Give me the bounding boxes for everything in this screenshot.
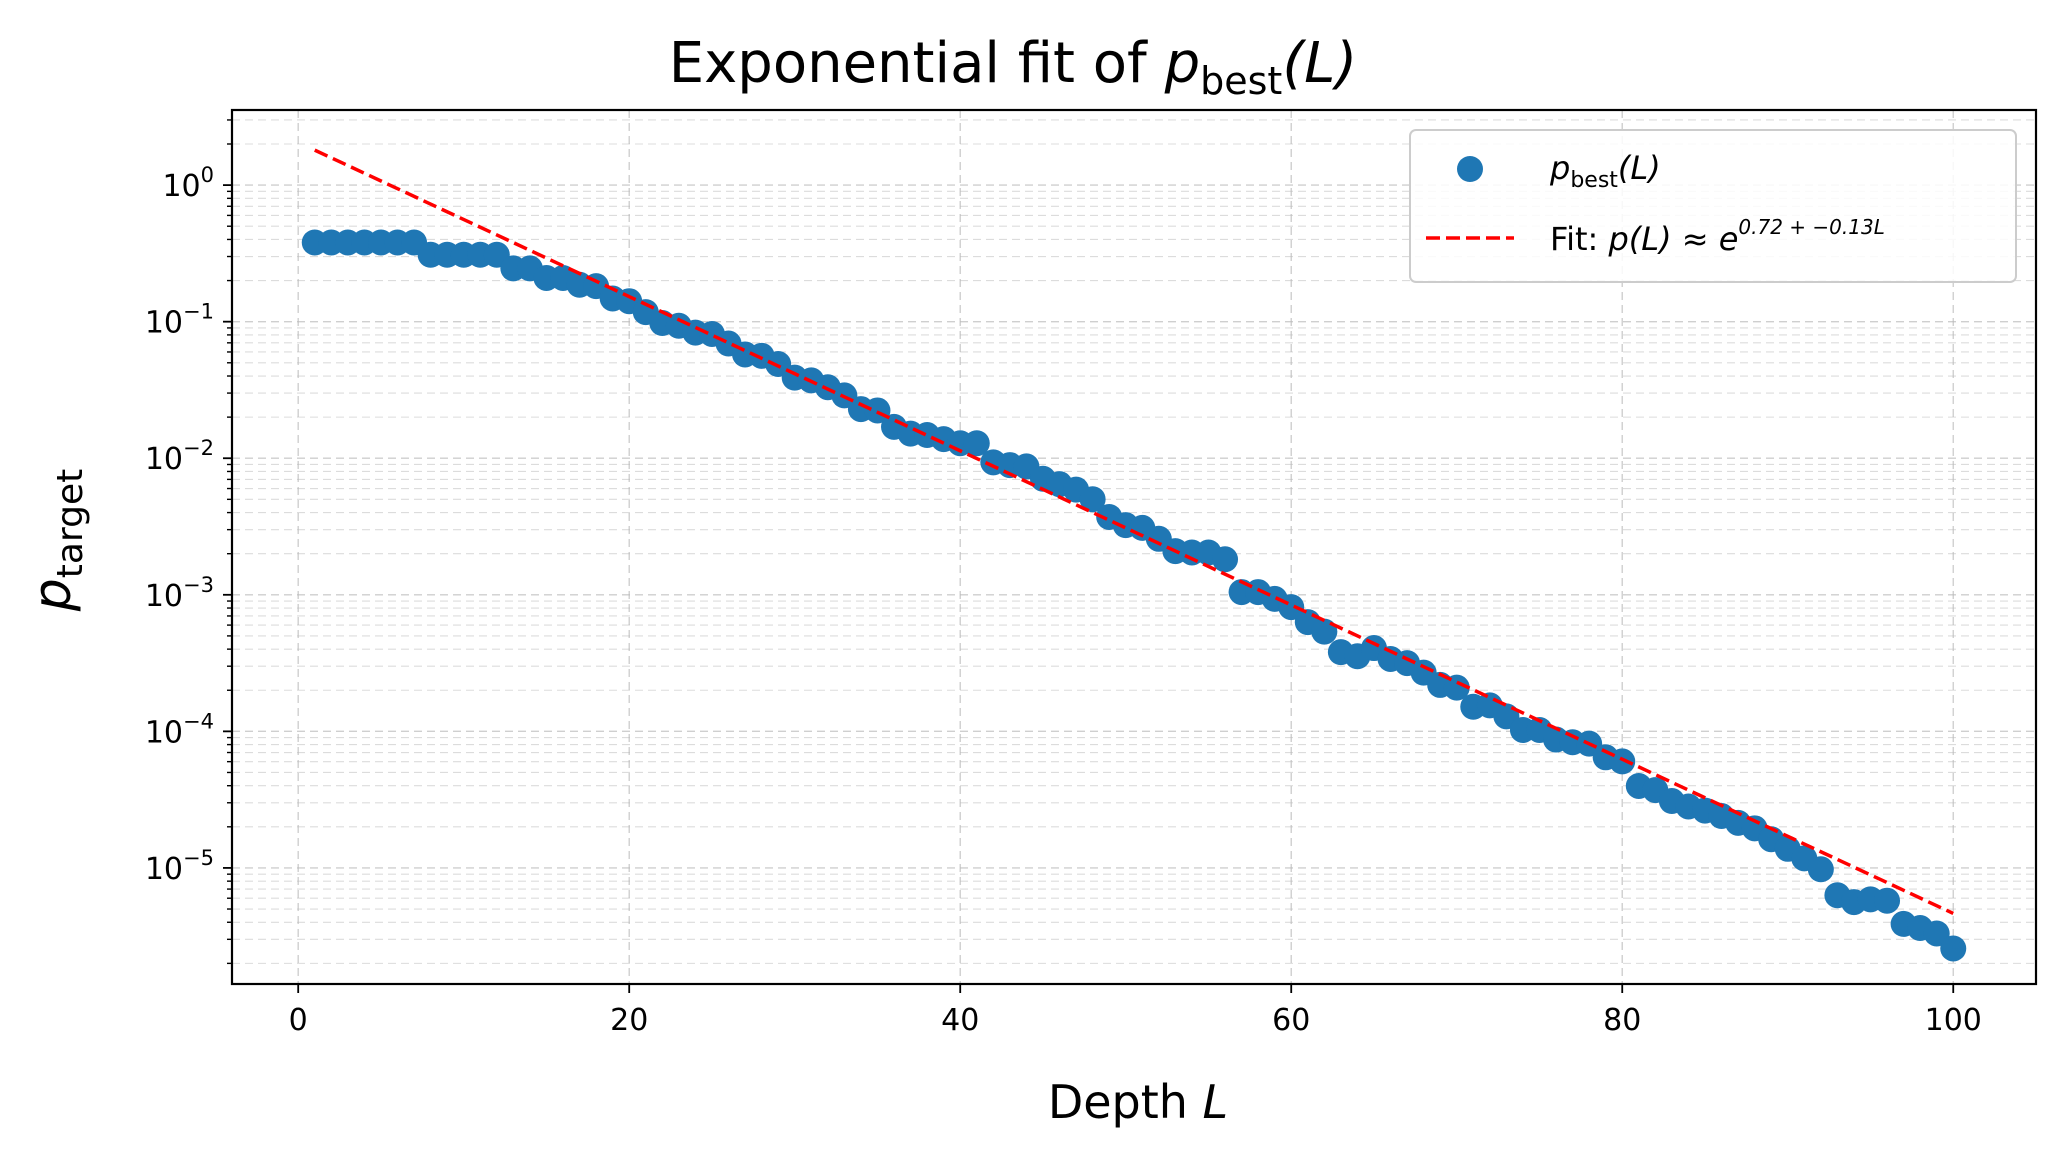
y-tick-label: 100 bbox=[162, 163, 214, 204]
legend-label-fit: Fit: p(L) ≈ e0.72 + −0.13L bbox=[1550, 215, 1885, 258]
data-point bbox=[1923, 920, 1950, 947]
data-point bbox=[1443, 674, 1470, 701]
fit-line-series bbox=[314, 148, 1954, 916]
x-tick-label: 100 bbox=[1925, 1003, 1982, 1038]
legend-box bbox=[1409, 129, 2017, 283]
x-tick-label: 20 bbox=[610, 1003, 648, 1038]
data-point bbox=[1079, 486, 1106, 513]
y-tick-label: 10−1 bbox=[145, 300, 214, 341]
x-tick-label: 60 bbox=[1272, 1003, 1310, 1038]
x-tick-label: 0 bbox=[289, 1003, 308, 1038]
plot-frame bbox=[230, 108, 2038, 986]
scatter-series bbox=[301, 229, 1967, 962]
data-point bbox=[1940, 935, 1967, 962]
data-point bbox=[1212, 546, 1239, 573]
y-tick-label: 10−4 bbox=[145, 709, 214, 750]
x-tick-label: 40 bbox=[941, 1003, 979, 1038]
data-point bbox=[1311, 618, 1338, 645]
y-axis-ticks: 100 10−1 10−2 10−3 10−4 10−5 bbox=[145, 119, 232, 965]
fit-line bbox=[314, 148, 1954, 916]
y-tick-label: 10−5 bbox=[145, 846, 214, 887]
legend: pbest(L) Fit: p(L) ≈ e0.72 + −0.13L bbox=[1409, 129, 2017, 283]
y-axis-label: ptarget bbox=[23, 469, 91, 612]
data-point bbox=[1874, 887, 1901, 914]
data-point bbox=[1807, 856, 1834, 883]
grid bbox=[232, 110, 2036, 984]
x-tick-label: 80 bbox=[1603, 1003, 1641, 1038]
legend-marker-scatter bbox=[1457, 156, 1483, 182]
y-tick-label: 10−2 bbox=[145, 436, 214, 477]
data-point bbox=[963, 430, 990, 457]
data-point bbox=[1609, 748, 1636, 775]
x-axis-label: Depth L bbox=[1048, 1075, 1228, 1129]
y-tick-label: 10−3 bbox=[145, 573, 214, 614]
x-axis-ticks: 0 20 40 60 80 100 bbox=[289, 984, 1982, 1038]
legend-label-scatter: pbest(L) bbox=[1549, 149, 1661, 193]
chart-title: Exponential fit of pbest(L) bbox=[669, 31, 1357, 103]
